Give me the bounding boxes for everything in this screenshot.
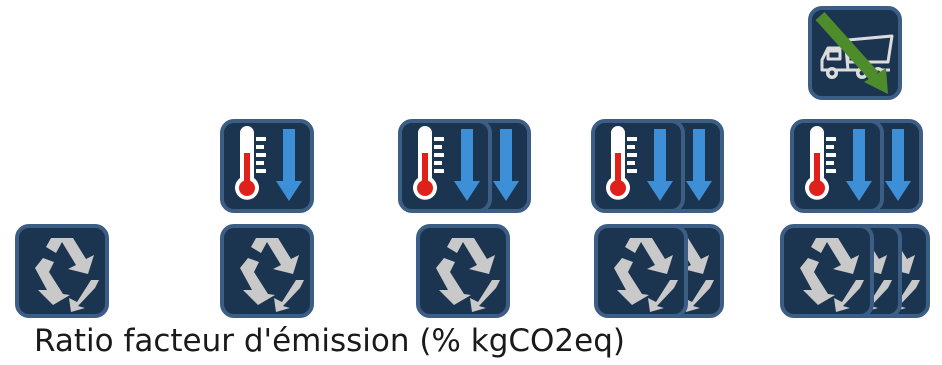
recycle-tile bbox=[594, 224, 688, 318]
truck-tile bbox=[808, 6, 902, 100]
recycle-tile bbox=[416, 224, 510, 318]
recycle-icon bbox=[420, 228, 506, 314]
recycle-tile bbox=[780, 224, 874, 318]
thermometer-tile bbox=[591, 119, 685, 213]
thermometer-down-icon bbox=[224, 123, 310, 209]
thermometer-tile bbox=[790, 119, 884, 213]
recycle-tile bbox=[15, 224, 109, 318]
thermometer-tile bbox=[220, 119, 314, 213]
thermometer-down-icon bbox=[794, 123, 880, 209]
thermometer-tile bbox=[398, 119, 492, 213]
dump-truck-icon bbox=[812, 10, 898, 96]
thermometer-down-icon bbox=[595, 123, 681, 209]
caption-label: Ratio facteur d'émission (% kgCO2eq) bbox=[34, 323, 625, 359]
thermometer-down-icon bbox=[402, 123, 488, 209]
recycle-icon bbox=[224, 228, 310, 314]
recycle-icon bbox=[19, 228, 105, 314]
recycle-tile bbox=[220, 224, 314, 318]
recycle-icon bbox=[784, 228, 870, 314]
recycle-icon bbox=[598, 228, 684, 314]
